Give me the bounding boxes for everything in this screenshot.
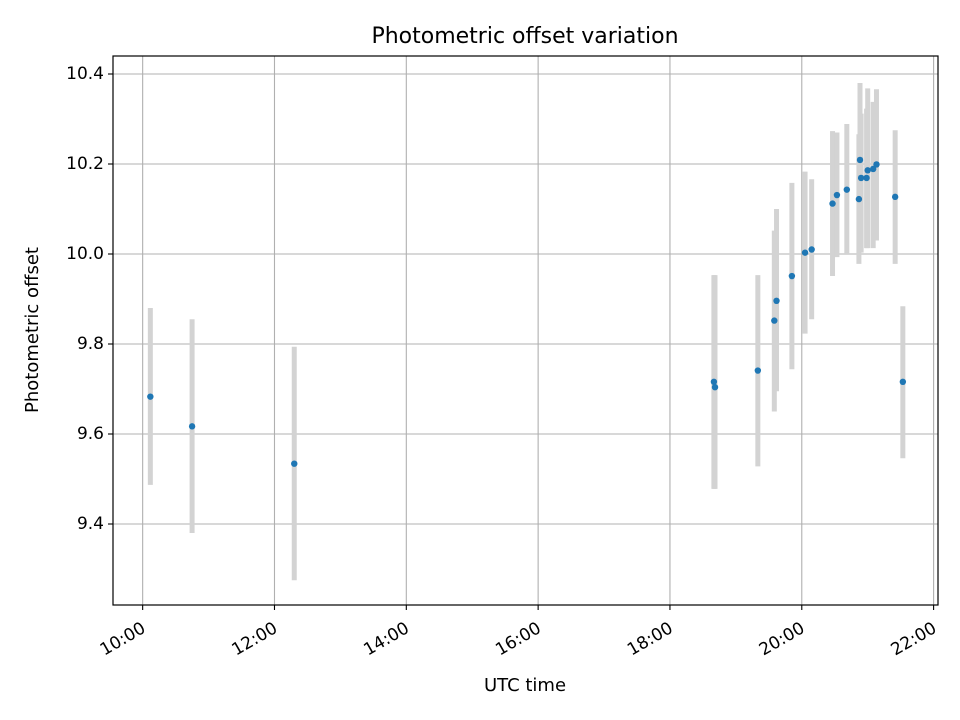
y-tick-label: 10.0 bbox=[66, 244, 104, 264]
data-point bbox=[856, 156, 864, 164]
x-axis-label: UTC time bbox=[484, 675, 566, 696]
data-point bbox=[857, 174, 865, 182]
data-point bbox=[291, 460, 298, 467]
y-tick-label: 9.8 bbox=[77, 334, 104, 354]
data-point bbox=[773, 297, 780, 304]
data-point bbox=[771, 317, 778, 324]
data-points bbox=[147, 156, 907, 467]
y-tick-label: 9.4 bbox=[77, 514, 104, 534]
plot-frame bbox=[112, 55, 939, 606]
y-tick-label: 9.6 bbox=[77, 424, 104, 444]
y-axis-label: Photometric offset bbox=[22, 247, 43, 413]
data-point bbox=[829, 200, 836, 207]
data-point bbox=[833, 191, 841, 199]
y-axis-ticks: 9.4 9.6 9.8 10.0 10.2 10.4 bbox=[66, 64, 113, 534]
data-point bbox=[899, 378, 907, 385]
data-point bbox=[843, 186, 851, 193]
data-point bbox=[188, 423, 196, 430]
data-point bbox=[808, 246, 815, 253]
data-point bbox=[864, 167, 871, 174]
y-tick-label: 10.2 bbox=[66, 154, 104, 174]
y-tick-label: 10.4 bbox=[66, 64, 104, 84]
plot-area bbox=[113, 56, 938, 605]
data-point bbox=[869, 165, 877, 173]
data-point bbox=[711, 384, 719, 391]
data-point bbox=[863, 174, 870, 182]
data-point bbox=[147, 393, 154, 400]
data-point bbox=[801, 249, 809, 256]
data-point bbox=[754, 367, 762, 374]
data-point bbox=[891, 193, 899, 201]
data-point bbox=[788, 272, 796, 280]
data-point bbox=[873, 161, 880, 168]
data-point bbox=[855, 195, 863, 203]
grid-lines bbox=[113, 56, 938, 605]
data-point bbox=[710, 378, 718, 385]
chart-title: Photometric offset variation bbox=[371, 24, 678, 49]
